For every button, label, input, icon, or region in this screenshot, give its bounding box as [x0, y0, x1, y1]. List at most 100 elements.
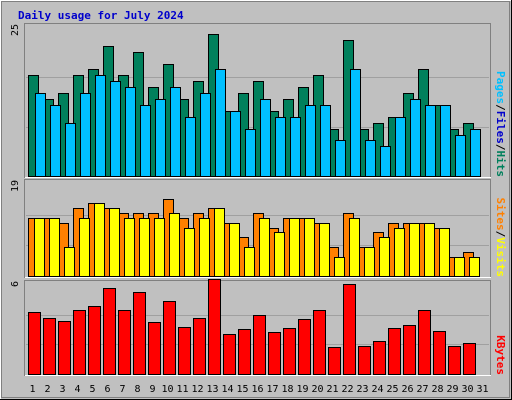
bar-sites-3: [64, 247, 75, 277]
x-tick-label-10: 10: [161, 384, 173, 395]
x-tick-label-21: 21: [326, 384, 338, 395]
bar-sites-12: [199, 218, 210, 277]
bar-kbytes-5: [88, 306, 101, 375]
bar-files-28: [440, 105, 451, 177]
x-tick-label-17: 17: [266, 384, 278, 395]
bar-files-8: [140, 105, 151, 177]
bar-files-11: [185, 117, 196, 177]
x-tick-label-16: 16: [251, 384, 263, 395]
bar-kbytes-3: [58, 321, 71, 375]
x-tick-label-12: 12: [191, 384, 203, 395]
bar-kbytes-26: [403, 325, 416, 375]
x-tick-label-9: 9: [149, 384, 155, 395]
bar-sites-26: [409, 223, 420, 277]
bar-sites-2: [49, 218, 60, 277]
x-tick-label-27: 27: [416, 384, 428, 395]
bar-sites-28: [439, 228, 450, 277]
bar-files-23: [365, 140, 376, 177]
bar-kbytes-19: [298, 319, 311, 375]
legend-label-pages: Pages: [494, 71, 507, 104]
bar-sites-6: [109, 208, 120, 277]
chart-title: Daily usage for July 2024: [18, 9, 184, 22]
bar-kbytes-4: [73, 310, 86, 375]
bar-sites-21: [334, 257, 345, 277]
legend-separator: /: [494, 144, 507, 151]
bar-kbytes-18: [283, 328, 296, 375]
bar-sites-29: [454, 257, 465, 277]
bar-files-24: [380, 146, 391, 177]
bar-kbytes-10: [163, 301, 176, 375]
bar-files-9: [155, 99, 166, 177]
bar-kbytes-25: [388, 328, 401, 375]
bar-sites-17: [274, 232, 285, 277]
bar-sites-13: [214, 208, 225, 277]
x-tick-label-7: 7: [119, 384, 125, 395]
bar-files-1: [35, 93, 46, 177]
bar-sites-19: [304, 218, 315, 277]
bar-files-2: [50, 105, 61, 177]
bar-files-26: [410, 99, 421, 177]
legend-kbytes: KBytes: [494, 335, 507, 375]
bar-kbytes-6: [103, 288, 116, 375]
x-tick-label-3: 3: [59, 384, 65, 395]
bar-kbytes-7: [118, 310, 131, 375]
x-tick-label-29: 29: [446, 384, 458, 395]
bar-sites-30: [469, 257, 480, 277]
x-tick-label-31: 31: [476, 384, 488, 395]
bar-files-12: [200, 93, 211, 177]
legend-label-kbytes: KBytes: [494, 335, 507, 375]
bar-files-30: [470, 129, 481, 177]
bar-kbytes-17: [268, 332, 281, 375]
x-tick-label-24: 24: [371, 384, 383, 395]
x-tick-label-23: 23: [356, 384, 368, 395]
bar-sites-7: [124, 218, 135, 277]
legend-label-visits: Visits: [494, 237, 507, 277]
bar-sites-14: [229, 223, 240, 277]
x-tick-label-22: 22: [341, 384, 353, 395]
bar-kbytes-2: [43, 318, 56, 375]
bar-sites-24: [379, 237, 390, 277]
y-max-label: 25: [10, 24, 21, 36]
bar-kbytes-12: [193, 318, 206, 375]
bar-files-7: [125, 87, 136, 177]
x-tick-label-8: 8: [134, 384, 140, 395]
x-tick-label-26: 26: [401, 384, 413, 395]
y-max-label: 6: [10, 281, 21, 287]
legend-label-files: Files: [494, 111, 507, 144]
bar-sites-25: [394, 228, 405, 277]
bar-kbytes-1: [28, 312, 41, 375]
bar-files-29: [455, 135, 466, 177]
legend-label-hits: Hits: [494, 151, 507, 178]
bar-files-10: [170, 87, 181, 177]
bar-files-6: [110, 81, 121, 177]
legend-separator: /: [494, 231, 507, 238]
x-tick-label-2: 2: [44, 384, 50, 395]
bar-kbytes-23: [358, 346, 371, 375]
bar-kbytes-15: [238, 329, 251, 375]
x-tick-label-30: 30: [461, 384, 473, 395]
bar-kbytes-8: [133, 292, 146, 375]
x-tick-label-4: 4: [74, 384, 80, 395]
legend-separator: /: [494, 104, 507, 111]
bar-kbytes-9: [148, 322, 161, 375]
bar-sites-1: [34, 218, 45, 277]
x-tick-label-19: 19: [296, 384, 308, 395]
bar-sites-4: [79, 218, 90, 277]
bar-kbytes-27: [418, 310, 431, 375]
bar-kbytes-22: [343, 284, 356, 375]
bar-files-21: [335, 140, 346, 177]
bar-sites-10: [169, 213, 180, 277]
bar-sites-27: [424, 223, 435, 277]
bar-sites-9: [154, 218, 165, 277]
x-tick-label-1: 1: [29, 384, 35, 395]
bar-files-18: [290, 117, 301, 177]
bar-files-13: [215, 69, 226, 177]
bar-kbytes-21: [328, 347, 341, 375]
bar-files-25: [395, 117, 406, 177]
x-tick-label-13: 13: [206, 384, 218, 395]
bar-sites-22: [349, 218, 360, 277]
bar-sites-20: [319, 223, 330, 277]
x-tick-label-28: 28: [431, 384, 443, 395]
